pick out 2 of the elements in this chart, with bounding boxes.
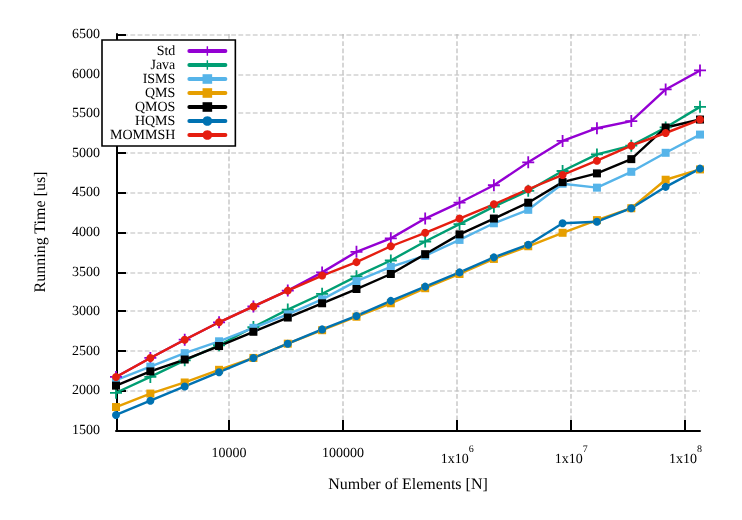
- y-axis-title: Running Time [us]: [31, 170, 49, 293]
- x-axis-title: Number of Elements [N]: [328, 474, 489, 493]
